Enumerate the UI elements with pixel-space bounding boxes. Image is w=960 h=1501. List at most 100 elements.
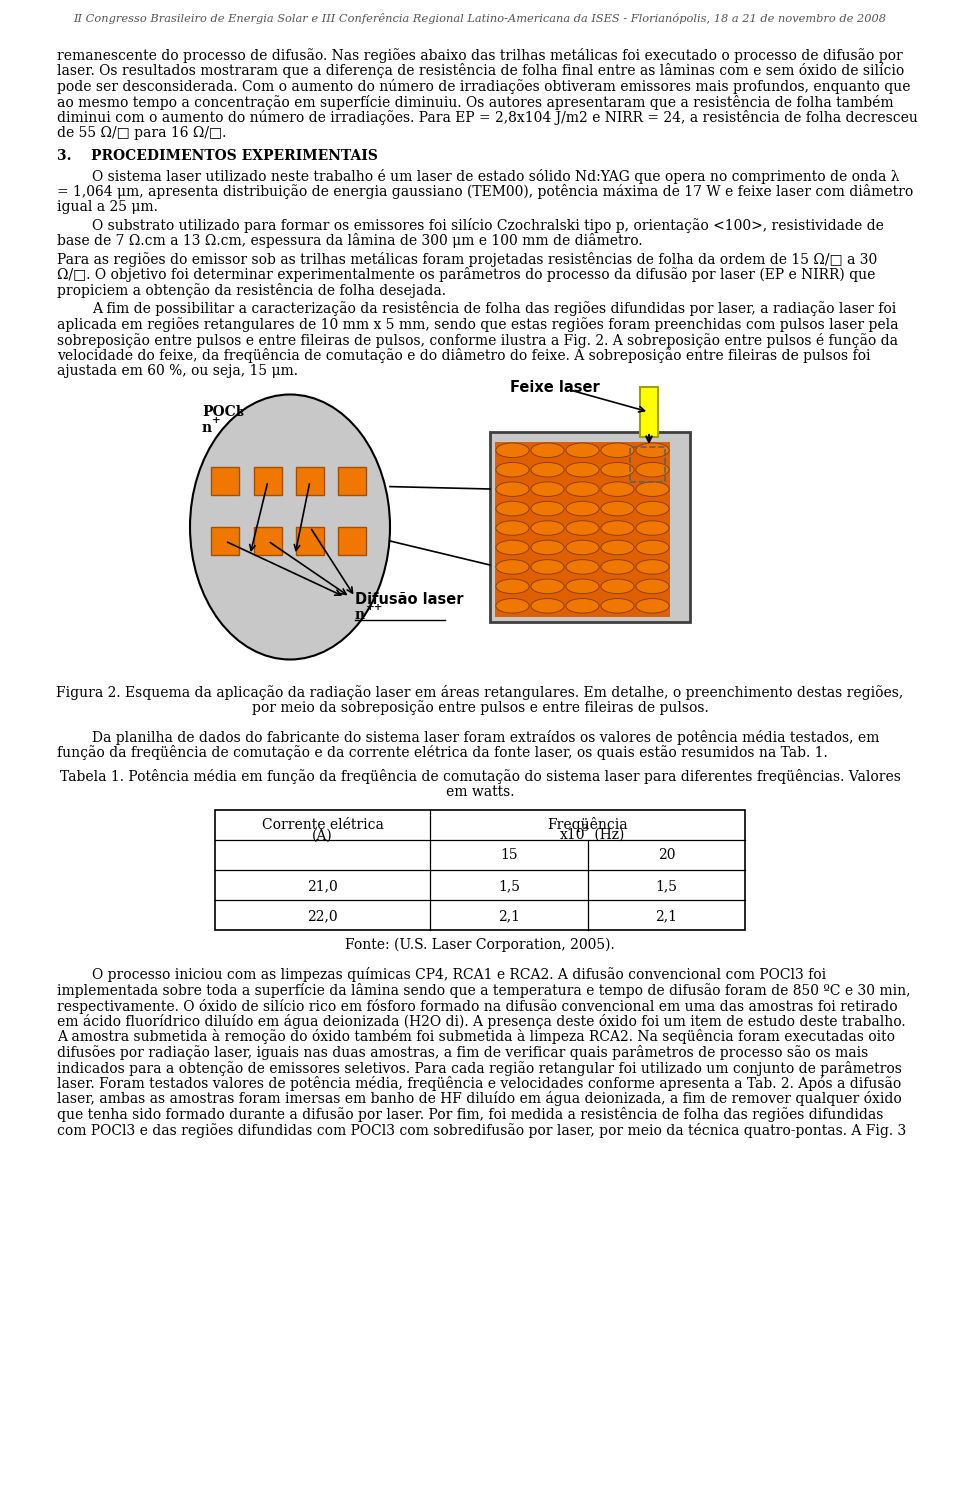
Text: Ω/□. O objetivo foi determinar experimentalmente os parâmetros do processo da di: Ω/□. O objetivo foi determinar experimen… (57, 267, 876, 282)
Text: igual a 25 μm.: igual a 25 μm. (57, 200, 157, 213)
Bar (630, 447, 665, 482)
Ellipse shape (190, 395, 390, 659)
Ellipse shape (565, 579, 599, 594)
Text: II Congresso Brasileiro de Energia Solar e III Conferência Regional Latino-Ameri: II Congresso Brasileiro de Energia Solar… (74, 14, 886, 24)
Text: (A): (A) (312, 829, 333, 844)
Ellipse shape (565, 482, 599, 497)
Ellipse shape (601, 443, 635, 458)
Text: O processo iniciou com as limpezas químicas CP4, RCA1 e RCA2. A difusão convenci: O processo iniciou com as limpezas quími… (92, 968, 827, 983)
Ellipse shape (601, 482, 635, 497)
Ellipse shape (601, 560, 635, 575)
Ellipse shape (496, 560, 529, 575)
Ellipse shape (601, 521, 635, 536)
Ellipse shape (565, 540, 599, 555)
Text: n: n (202, 420, 212, 435)
Text: = 1,064 μm, apresenta distribuição de energia gaussiano (TEM00), potência máxima: = 1,064 μm, apresenta distribuição de en… (57, 185, 913, 200)
Text: de 55 Ω/□ para 16 Ω/□.: de 55 Ω/□ para 16 Ω/□. (57, 126, 227, 140)
Text: Difusão laser: Difusão laser (355, 591, 464, 606)
Text: laser, ambas as amostras foram imersas em banho de HF diluído em água deionizada: laser, ambas as amostras foram imersas e… (57, 1091, 901, 1106)
Text: base de 7 Ω.cm a 13 Ω.cm, espessura da lâmina de 300 μm e 100 mm de diâmetro.: base de 7 Ω.cm a 13 Ω.cm, espessura da l… (57, 234, 642, 249)
Text: 2,1: 2,1 (656, 910, 678, 923)
Text: 3.    PROCEDIMENTOS EXPERIMENTAIS: 3. PROCEDIMENTOS EXPERIMENTAIS (57, 149, 378, 164)
Ellipse shape (496, 501, 529, 516)
Ellipse shape (636, 521, 669, 536)
Ellipse shape (636, 462, 669, 477)
Bar (215, 811, 745, 931)
Text: A fim de possibilitar a caracterização da resistência de folha das regiões difun: A fim de possibilitar a caracterização d… (92, 302, 897, 317)
Ellipse shape (496, 482, 529, 497)
Text: velocidade do feixe, da freqüência de comutação e do diâmetro do feixe. A sobrep: velocidade do feixe, da freqüência de co… (57, 348, 871, 363)
Text: O sistema laser utilizado neste trabalho é um laser de estado sólido Nd:YAG que : O sistema laser utilizado neste trabalho… (92, 168, 900, 183)
Ellipse shape (636, 501, 669, 516)
Ellipse shape (601, 599, 635, 612)
Ellipse shape (496, 579, 529, 594)
Bar (495, 441, 670, 617)
Bar (254, 467, 282, 495)
Ellipse shape (601, 501, 635, 516)
Text: 20: 20 (658, 848, 675, 862)
Bar (254, 527, 282, 555)
Text: Fonte: (U.S. Laser Corporation, 2005).: Fonte: (U.S. Laser Corporation, 2005). (346, 938, 614, 953)
Text: Figura 2. Esquema da aplicação da radiação laser em áreas retangulares. Em detal: Figura 2. Esquema da aplicação da radiaç… (57, 684, 903, 699)
Text: laser. Os resultados mostraram que a diferença de resistência de folha final ent: laser. Os resultados mostraram que a dif… (57, 63, 904, 78)
Text: x10: x10 (560, 829, 585, 842)
Text: 21,0: 21,0 (307, 880, 338, 893)
Text: Freqüência: Freqüência (547, 817, 628, 832)
Text: indicados para a obtenção de emissores seletivos. Para cada região retangular fo: indicados para a obtenção de emissores s… (57, 1061, 901, 1076)
Text: remanescente do processo de difusão. Nas regiões abaixo das trilhas metálicas fo: remanescente do processo de difusão. Nas… (57, 48, 902, 63)
Ellipse shape (531, 443, 564, 458)
Ellipse shape (496, 443, 529, 458)
Text: Tabela 1. Potência média em função da freqüência de comutação do sistema laser p: Tabela 1. Potência média em função da fr… (60, 769, 900, 784)
Ellipse shape (636, 540, 669, 555)
Text: respectivamente. O óxido de silício rico em fósforo formado na difusão convencio: respectivamente. O óxido de silício rico… (57, 998, 898, 1013)
Text: 1,5: 1,5 (656, 880, 678, 893)
Text: 1,5: 1,5 (498, 880, 520, 893)
Text: O substrato utilizado para formar os emissores foi silício Czochralski tipo p, o: O substrato utilizado para formar os emi… (92, 218, 884, 233)
Text: Corrente elétrica: Corrente elétrica (261, 818, 383, 832)
Text: 3: 3 (236, 408, 243, 417)
Text: 22,0: 22,0 (307, 910, 338, 923)
Text: POCl: POCl (202, 405, 241, 419)
Ellipse shape (531, 501, 564, 516)
Ellipse shape (565, 521, 599, 536)
Text: pode ser desconsiderada. Com o aumento do número de irradiações obtiveram emisso: pode ser desconsiderada. Com o aumento d… (57, 80, 910, 95)
Text: n: n (355, 608, 365, 621)
Text: 3: 3 (582, 824, 588, 833)
Ellipse shape (531, 482, 564, 497)
Text: Feixe laser: Feixe laser (510, 380, 600, 395)
Text: (Hz): (Hz) (589, 829, 624, 842)
Ellipse shape (565, 462, 599, 477)
Ellipse shape (496, 462, 529, 477)
Text: por meio da sobreposição entre pulsos e entre fileiras de pulsos.: por meio da sobreposição entre pulsos e … (252, 701, 708, 716)
Text: ao mesmo tempo a concentração em superfície diminuiu. Os autores apresentaram qu: ao mesmo tempo a concentração em superfí… (57, 95, 894, 110)
Text: que tenha sido formado durante a difusão por laser. Por fim, foi medida a resist: que tenha sido formado durante a difusão… (57, 1108, 883, 1123)
Text: com POCl3 e das regiões difundidas com POCl3 com sobredifusão por laser, por mei: com POCl3 e das regiões difundidas com P… (57, 1123, 906, 1138)
Bar (338, 527, 366, 555)
Text: Para as regiões do emissor sob as trilhas metálicas foram projetadas resistência: Para as regiões do emissor sob as trilha… (57, 252, 877, 267)
Ellipse shape (636, 599, 669, 612)
Text: propiciem a obtenção da resistência de folha desejada.: propiciem a obtenção da resistência de f… (57, 284, 446, 299)
Ellipse shape (496, 599, 529, 612)
Text: função da freqüência de comutação e da corrente elétrica da fonte laser, os quai: função da freqüência de comutação e da c… (57, 746, 828, 761)
Text: difusões por radiação laser, iguais nas duas amostras, a fim de verificar quais : difusões por radiação laser, iguais nas … (57, 1045, 868, 1060)
Text: implementada sobre toda a superfície da lâmina sendo que a temperatura e tempo d: implementada sobre toda a superfície da … (57, 983, 910, 998)
Ellipse shape (636, 482, 669, 497)
Bar (296, 527, 324, 555)
Text: em ácido fluorídrico diluído em água deionizada (H2O di). A presença deste óxido: em ácido fluorídrico diluído em água dei… (57, 1015, 905, 1030)
Text: Da planilha de dados do fabricante do sistema laser foram extraídos os valores d: Da planilha de dados do fabricante do si… (92, 729, 879, 744)
Ellipse shape (636, 579, 669, 594)
Ellipse shape (496, 540, 529, 555)
Ellipse shape (531, 540, 564, 555)
Text: +: + (212, 416, 221, 425)
Ellipse shape (601, 579, 635, 594)
Bar (296, 467, 324, 495)
Ellipse shape (531, 560, 564, 575)
Ellipse shape (601, 462, 635, 477)
Ellipse shape (601, 540, 635, 555)
Ellipse shape (531, 462, 564, 477)
Text: ++: ++ (366, 603, 383, 612)
Text: A amostra submetida à remoção do óxido também foi submetida à limpeza RCA2. Na s: A amostra submetida à remoção do óxido t… (57, 1030, 895, 1045)
Ellipse shape (636, 560, 669, 575)
Bar (338, 467, 366, 495)
Text: diminui com o aumento do número de irradiações. Para EP = 2,8x104 J/m2 e NIRR = : diminui com o aumento do número de irrad… (57, 110, 918, 125)
